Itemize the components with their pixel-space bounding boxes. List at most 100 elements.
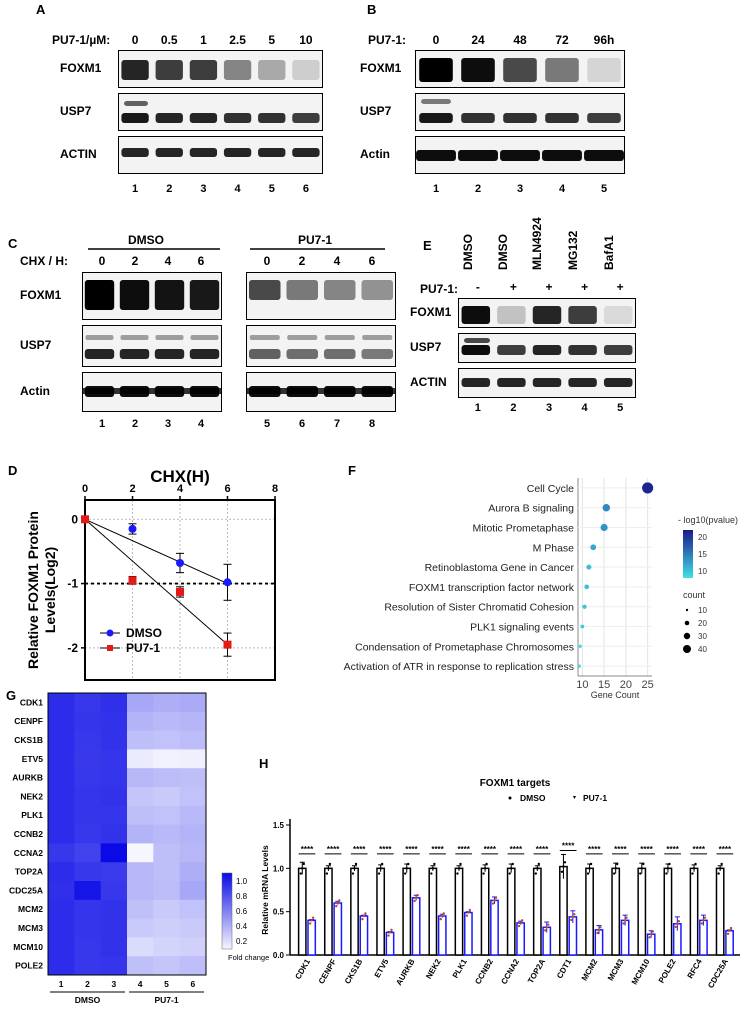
chart-h-category-0: CDK1 [293, 957, 312, 981]
chart-h-dot-pu-1-1 [336, 901, 339, 905]
panel-c-lane-1: 2 [131, 418, 139, 430]
panel-c-blot-box-1-1 [246, 325, 396, 367]
chart-h-dot-pu-2-0 [361, 917, 364, 921]
chart-h-dot-pu-9-2 [547, 923, 550, 926]
chart-h-category-6: PLK1 [451, 957, 469, 980]
chart-h-bar-dmso-15 [689, 867, 699, 956]
panel-b-blot-label-0: FOXM1 [360, 61, 402, 75]
heatmap-col-label-1: 2 [85, 979, 90, 989]
heatmap-cell-8-5 [179, 843, 207, 863]
chart-h-dot-pu-8-1 [519, 921, 522, 925]
panel-a-blot-band-2-5 [292, 148, 320, 157]
panel-b-lane-2: 3 [516, 183, 524, 195]
chart-f-color-legend-title: - log10(pvalue) [678, 515, 738, 525]
panel-a-blot-band-1-4 [258, 113, 286, 123]
panel-e-blot-band-0-1 [497, 306, 526, 324]
heatmap-cell-13-5 [179, 937, 207, 957]
chart-h-sig-16: **** [719, 845, 732, 854]
panel-b-lane-0: 1 [432, 183, 440, 195]
heatmap-cell-0-5 [179, 693, 207, 713]
chart-h-bar-pu-8 [516, 922, 526, 956]
chart-h-bar-dmso-11 [585, 867, 594, 956]
panel-e-blot-label-1: USP7 [410, 340, 442, 354]
chart-h-dot-dmso-6-0 [456, 872, 459, 875]
chart-f-xtick-label: 15 [598, 679, 610, 691]
chart-d-fit-PU7-1 [84, 518, 228, 646]
chart-h-dot-pu-7-0 [491, 902, 495, 905]
chart-h-dot-pu-6-1 [467, 911, 470, 914]
panel-c-lane-7: 8 [368, 418, 376, 430]
chart-h-dot-dmso-14-2 [668, 862, 671, 866]
panel-b-blot-band-0-4 [587, 58, 621, 82]
chart-h-dot-pu-12-2 [625, 916, 628, 919]
chart-h-category-1: CENPF [317, 957, 338, 985]
heatmap-cell-3-3 [127, 749, 154, 769]
heatmap-cell-3-5 [179, 749, 207, 769]
chart-h-dot-dmso-7-1 [483, 867, 487, 870]
heatmap-col-label-4: 5 [164, 979, 169, 989]
panel-a-blot-band-1-0 [121, 113, 149, 123]
heatmap-row-label-10: CDC25A [9, 885, 43, 895]
chart-h-dot-pu-15-1 [702, 919, 705, 922]
chart-h-dot-pu-1-2 [338, 899, 341, 902]
chart-f-dot-9 [577, 664, 581, 668]
heatmap-cell-11-4 [153, 899, 181, 920]
chart-f-dot-7 [580, 624, 585, 629]
chart-f-dot-2 [600, 523, 608, 532]
chart-h-ylabel: Relative mRNA Levels [260, 845, 270, 935]
heatmap-cell-0-3 [127, 693, 154, 713]
panel-a-dose-0: 0 [131, 33, 139, 47]
panel-c-actin-smear-0 [82, 388, 222, 394]
panel-e-blot-band-0-0 [461, 306, 491, 324]
chart-h-dot-pu-1-0 [335, 904, 338, 908]
chart-h-bar-dmso-5 [428, 867, 438, 956]
heatmap-frame [47, 692, 207, 976]
chart-h-dot-pu-13-0 [648, 936, 651, 939]
heatmap-cell-1-3 [127, 711, 154, 732]
panel-e-blot-band-1-0 [461, 345, 491, 355]
heatmap-row-label-3: ETV5 [22, 754, 44, 764]
chart-h-sig-10: **** [562, 841, 575, 850]
chart-d-legend-marker-dmso [106, 629, 114, 637]
chart-h-legend-pu: PU7-1 [583, 793, 607, 803]
panel-a-lane-1: 2 [166, 183, 173, 195]
panel-b-time-1: 24 [471, 33, 485, 47]
chart-h-dot-pu-3-2 [390, 928, 393, 932]
heatmap-cell-11-1 [74, 899, 102, 920]
chart-f-size-tick: 10 [698, 606, 707, 615]
panel-b-treatment-label: PU7-1: [368, 33, 407, 47]
chart-h-category-9: TOP2A [526, 957, 547, 985]
chart-h-category-3: ETV5 [373, 957, 391, 979]
panel-a-lane-numbers: 1 2 3 4 5 6 [118, 183, 323, 199]
panel-c-blot-box-0-1 [246, 272, 396, 320]
chart-h-sig-13: **** [640, 845, 653, 854]
chart-h-category-15: RFC4 [686, 957, 705, 980]
chart-f-xtick-label: 20 [620, 679, 632, 691]
chart-f-dot-4 [586, 564, 592, 570]
panel-a-blot-label-2: ACTIN [60, 147, 97, 161]
panel-c-band-1-0-0 [84, 349, 115, 359]
heatmap-cell-10-0 [48, 881, 75, 901]
panel-e-blot-band-1-3 [568, 345, 597, 355]
panel-a-dose-4: 5 [268, 33, 276, 47]
panel-e-lane-3: 4 [581, 402, 588, 414]
panel-b-blot-band-1-2 [503, 113, 537, 123]
chart-h-title: FOXM1 targets [480, 778, 551, 789]
heatmap-row-label-9: TOP2A [15, 867, 43, 877]
chart-h-dot-dmso-8-1 [510, 867, 513, 870]
chart-d-point-PU7-1-2 [176, 587, 184, 596]
chart-h-bar-pu-5 [437, 915, 447, 956]
panel-b-blot-band-2-2 [500, 150, 540, 161]
panel-e-blots: FOXM1 USP7 ACTIN [410, 298, 640, 398]
panel-c-band-upper-0-0 [85, 335, 114, 340]
chart-h-dot-dmso-2-2 [354, 862, 358, 866]
chart-f-size-dot [683, 645, 691, 653]
panel-e-column-3: MG132 [566, 230, 580, 270]
chart-h-category-11: MCM2 [580, 957, 600, 982]
panel-c-blot-box-1-0 [82, 325, 222, 367]
heatmap-cell-5-2 [100, 787, 128, 807]
chart-h-dot-pu-16-2 [729, 926, 733, 930]
panel-e-pu-label: PU7-1: [420, 282, 459, 296]
chart-h-ytick-label: 1.5 [273, 821, 285, 830]
